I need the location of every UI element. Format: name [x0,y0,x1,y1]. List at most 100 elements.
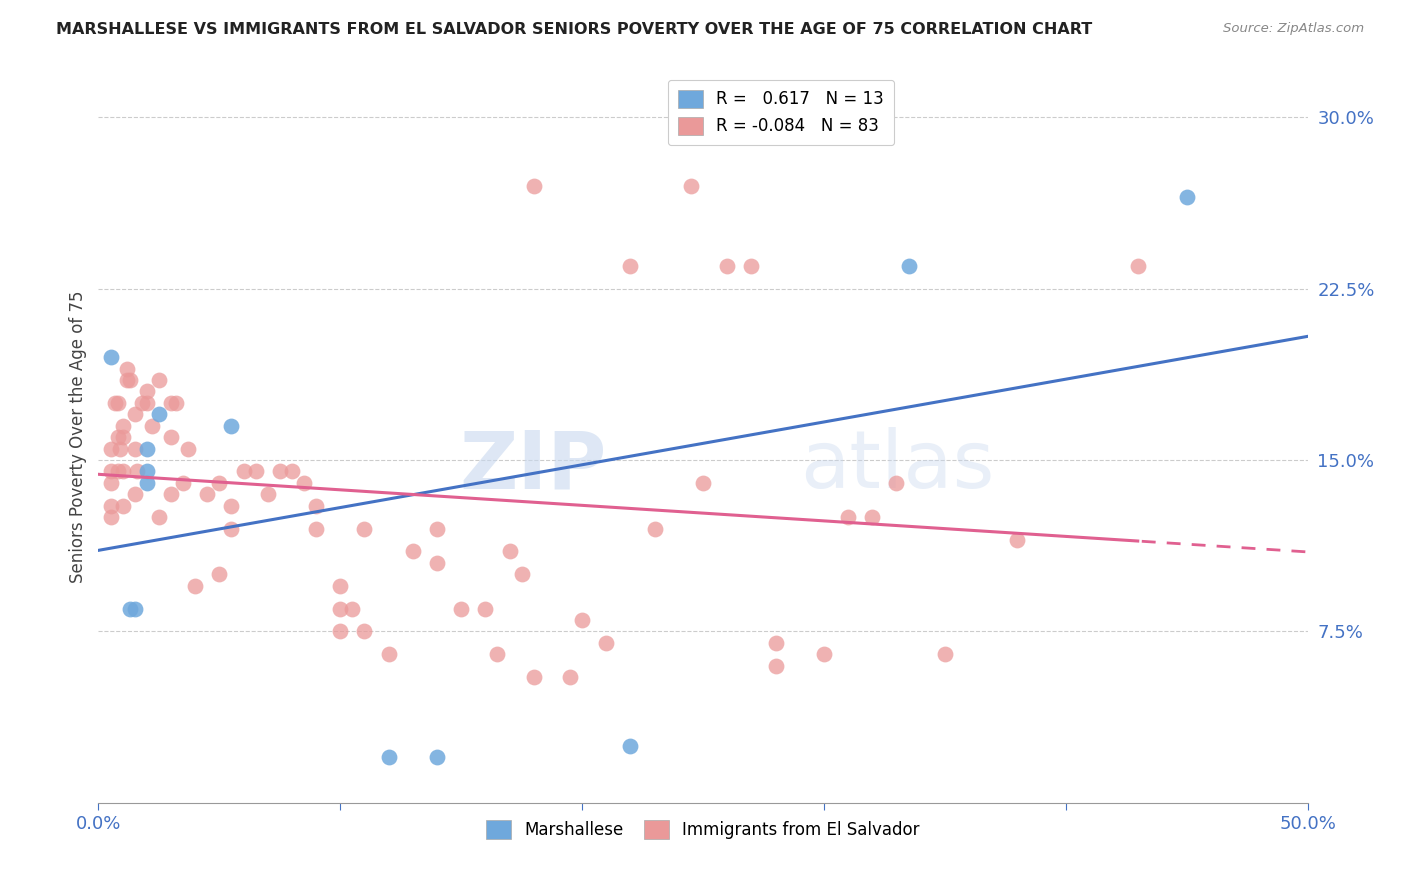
Point [172,475,194,490]
Point [860,510,883,524]
Text: Source: ZipAtlas.com: Source: ZipAtlas.com [1223,22,1364,36]
Point [124,487,146,501]
Point [107,464,129,478]
Point [679,178,702,193]
Point [131,396,153,410]
Point [934,647,956,661]
Point [118,373,141,387]
Point [305,499,328,513]
Point [111,418,134,433]
Text: atlas: atlas [800,427,994,506]
Text: MARSHALLESE VS IMMIGRANTS FROM EL SALVADOR SENIORS POVERTY OVER THE AGE OF 75 CO: MARSHALLESE VS IMMIGRANTS FROM EL SALVAD… [56,22,1092,37]
Point [353,521,375,535]
Point [124,601,146,615]
Point [107,430,129,444]
Point [160,430,183,444]
Point [426,750,449,764]
Point [571,613,593,627]
Point [117,373,139,387]
Point [100,350,122,364]
Point [644,521,666,535]
Point [329,624,352,639]
Point [148,407,170,421]
Point [813,647,835,661]
Point [716,259,738,273]
Point [208,567,231,582]
Point [221,418,243,433]
Point [111,499,134,513]
Point [245,464,267,478]
Point [305,521,328,535]
Text: ZIP: ZIP [458,427,606,506]
Point [523,670,546,684]
Point [426,521,449,535]
Point [135,442,157,456]
Point [692,475,714,490]
Point [450,601,472,615]
Point [111,464,134,478]
Point [165,396,187,410]
Point [897,259,920,273]
Point [111,430,134,444]
Point [1175,190,1198,204]
Point [100,510,122,524]
Point [100,475,122,490]
Point [208,475,231,490]
Point [740,259,762,273]
Point [292,475,315,490]
Point [104,396,127,410]
Point [329,601,352,615]
Point [141,418,163,433]
Point [498,544,520,558]
Point [221,499,243,513]
Point [124,442,146,456]
Point [1007,533,1029,547]
Legend: Marshallese, Immigrants from El Salvador: Marshallese, Immigrants from El Salvador [479,814,927,846]
Point [256,487,278,501]
Point [118,601,141,615]
Point [1128,259,1150,273]
Point [127,464,149,478]
Point [619,259,641,273]
Point [195,487,218,501]
Point [329,579,352,593]
Point [100,499,122,513]
Point [221,521,243,535]
Point [135,464,157,478]
Y-axis label: Seniors Poverty Over the Age of 75: Seniors Poverty Over the Age of 75 [69,291,87,583]
Point [117,361,139,376]
Point [100,464,122,478]
Point [100,442,122,456]
Point [426,556,449,570]
Point [135,396,157,410]
Point [135,384,157,399]
Point [184,579,207,593]
Point [377,647,399,661]
Point [486,647,509,661]
Point [148,373,170,387]
Point [886,475,908,490]
Point [377,750,399,764]
Point [558,670,581,684]
Point [160,396,183,410]
Point [619,739,641,753]
Point [269,464,291,478]
Point [160,487,183,501]
Point [281,464,304,478]
Point [765,658,787,673]
Point [474,601,496,615]
Point [523,178,546,193]
Point [837,510,859,524]
Point [108,442,131,456]
Point [107,396,129,410]
Point [510,567,533,582]
Point [135,475,157,490]
Point [353,624,375,639]
Point [402,544,425,558]
Point [342,601,364,615]
Point [177,442,200,456]
Point [148,510,170,524]
Point [595,636,617,650]
Point [765,636,787,650]
Point [232,464,254,478]
